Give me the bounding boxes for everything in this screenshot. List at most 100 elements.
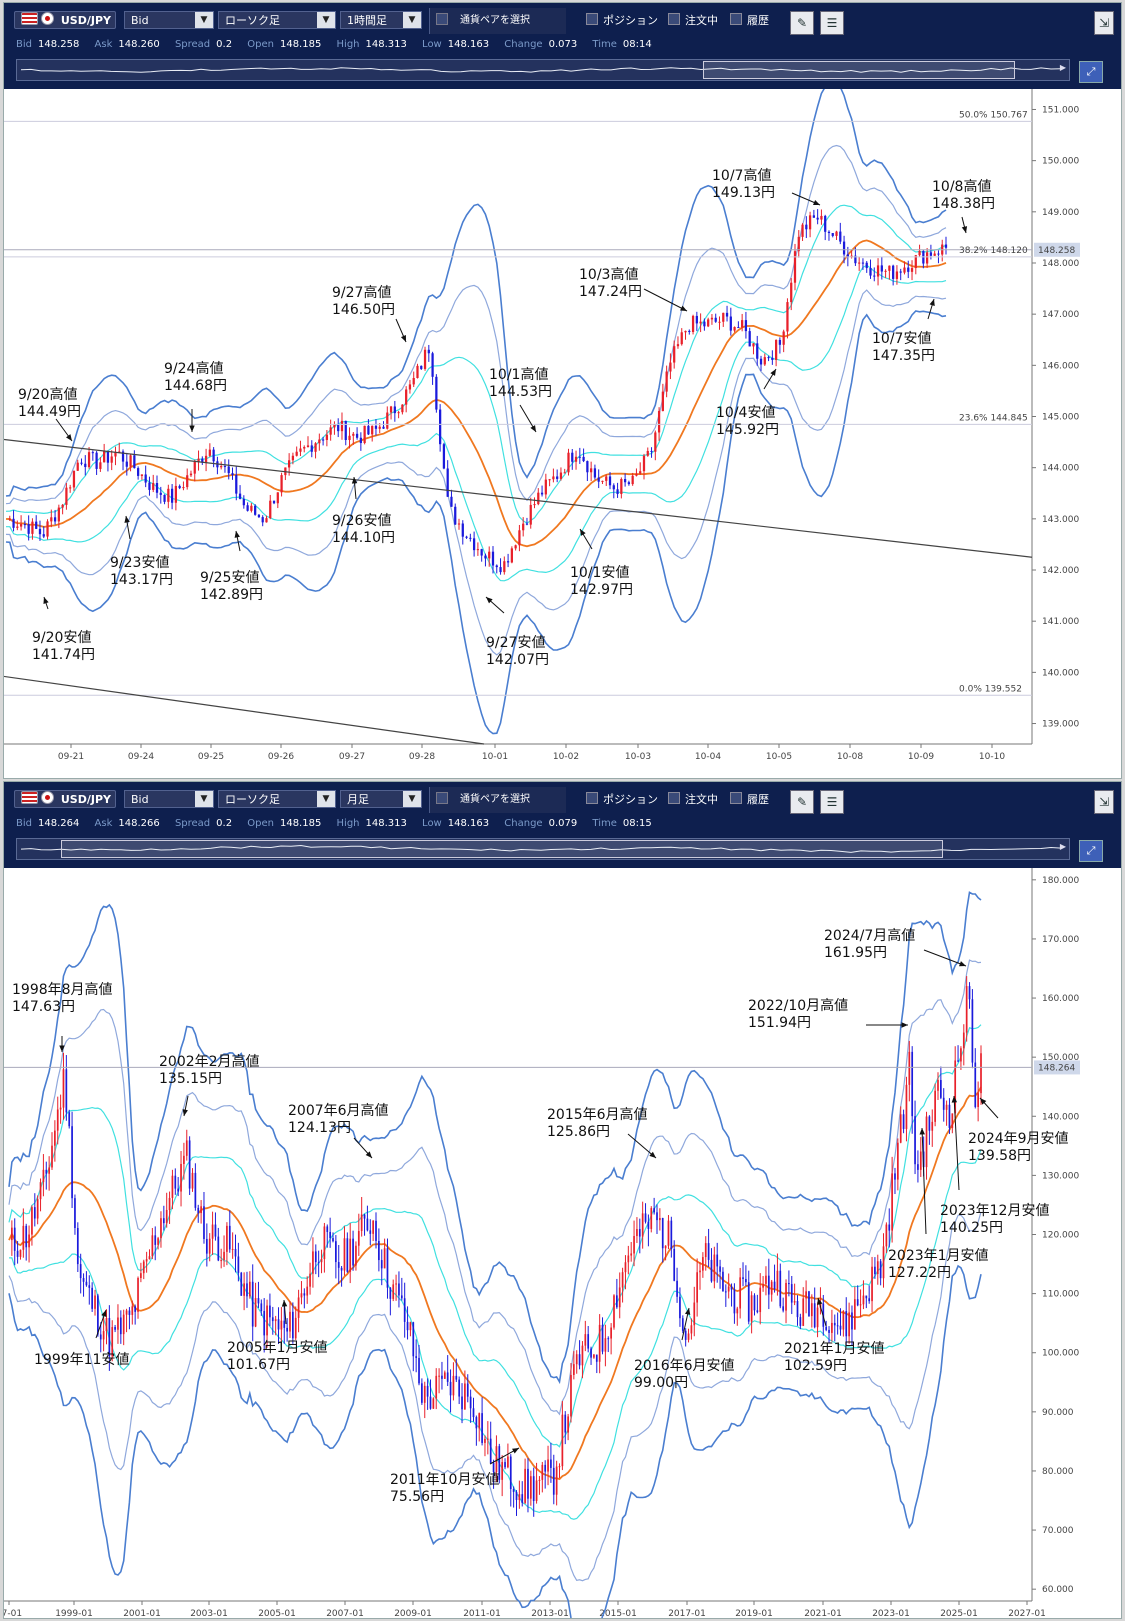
candle-body — [813, 1303, 816, 1328]
orders-toggle[interactable]: 注文中 — [668, 792, 718, 808]
timeframe-select[interactable]: 月足 ▼ — [340, 790, 422, 808]
scroll-right-icon[interactable]: ▶ — [1059, 63, 1066, 72]
candle-body — [541, 1464, 544, 1480]
candle-body — [646, 450, 649, 456]
chevron-down-icon: ▼ — [317, 791, 335, 807]
candle-body — [846, 254, 849, 258]
expand-icon[interactable]: ⤢ — [1079, 840, 1103, 862]
orders-toggle[interactable]: 注文中 — [668, 13, 718, 29]
y-tick-label: 90.000 — [1042, 1408, 1074, 1418]
candle-body — [277, 1319, 280, 1330]
expand-icon[interactable]: ⤢ — [1079, 61, 1103, 83]
candle-body — [713, 1254, 716, 1282]
annotation-arrowhead — [649, 1151, 656, 1158]
candle-body — [908, 1051, 911, 1085]
chart-navigator[interactable]: ▶ — [16, 59, 1070, 81]
candle-body — [254, 1298, 257, 1327]
currency-pair-selector[interactable]: USD/JPY — [14, 11, 116, 29]
navigator-range-handle[interactable] — [703, 61, 1015, 79]
candle-body — [524, 1468, 526, 1503]
candle-body — [816, 217, 819, 220]
candle-body — [431, 353, 434, 377]
candle-body — [357, 1231, 360, 1246]
candle-body — [386, 1248, 389, 1288]
candle-body — [162, 1218, 165, 1224]
currency-pair-selector[interactable]: USD/JPY — [14, 790, 116, 808]
candle-body — [251, 1281, 254, 1327]
navigator-range-handle[interactable] — [61, 840, 943, 858]
annotation-text: 140.25円 — [940, 1220, 1003, 1236]
candle-body — [446, 468, 449, 497]
timeframe-select[interactable]: 1時間足 ▼ — [340, 11, 422, 29]
candle-body — [888, 1224, 891, 1231]
candle-body — [752, 343, 755, 347]
drawing-tool-icon[interactable]: ✎ — [790, 11, 814, 35]
x-tick-label: 09-28 — [409, 752, 435, 762]
hourly-candlestick-chart[interactable]: 151.000 150.000 149.000 148.000 147.000 146.0… — [4, 89, 1121, 778]
history-toggle[interactable]: 履歴 — [730, 792, 769, 808]
candle-body — [879, 1261, 882, 1279]
chart-type-select[interactable]: ローソク足 ▼ — [218, 11, 336, 29]
candle-body — [435, 1375, 438, 1399]
candle-body — [937, 253, 940, 255]
candle-body — [673, 1248, 676, 1281]
candle-body — [736, 1308, 739, 1314]
current-price-tag — [1034, 242, 1080, 257]
candle-body — [547, 1459, 549, 1472]
indicator-menu-icon[interactable]: ☰ — [820, 11, 844, 35]
candle-body — [605, 476, 608, 481]
annotation-arrowhead — [234, 531, 240, 538]
candle-body — [836, 1325, 839, 1327]
position-toggle[interactable]: ポジション — [586, 13, 658, 29]
candle-body — [684, 330, 687, 333]
candle-body — [378, 426, 381, 429]
bollinger-band-1sd-lower — [6, 264, 947, 582]
chart-type-select[interactable]: ローソク足 ▼ — [218, 790, 336, 808]
annotation-arrowhead — [189, 425, 195, 432]
pair-label: USD/JPY — [60, 793, 111, 806]
select-pair-button[interactable]: 通貨ペアを選択 — [429, 8, 566, 34]
candle-body — [504, 1462, 506, 1468]
candle-body — [748, 331, 751, 347]
candle-body — [597, 477, 600, 482]
drawing-tool-icon[interactable]: ✎ — [790, 790, 814, 814]
candle-body — [299, 448, 302, 452]
orders-label: 注文中 — [685, 793, 718, 806]
scroll-right-icon[interactable]: ▶ — [1059, 842, 1066, 851]
history-toggle[interactable]: 履歴 — [730, 13, 769, 29]
candle-body — [667, 1220, 670, 1246]
select-pair-button[interactable]: 通貨ペアを選択 — [429, 787, 566, 813]
timeframe-value: 月足 — [347, 793, 369, 806]
high-value: 148.313 — [365, 818, 407, 829]
annotation-text: 142.07円 — [486, 652, 549, 668]
candle-body — [71, 1126, 73, 1199]
candle-body — [514, 545, 517, 549]
candle-body — [848, 1312, 850, 1337]
price-type-select[interactable]: Bid ▼ — [124, 790, 214, 808]
candle-body — [750, 1295, 753, 1322]
candle-body — [940, 1080, 942, 1098]
candle-body — [403, 1298, 406, 1322]
candle-body — [289, 1311, 291, 1332]
candle-body — [133, 455, 136, 469]
position-toggle[interactable]: ポジション — [586, 792, 658, 808]
monthly-candlestick-chart[interactable]: 180.000 170.000 160.000 150.000 140.000 130.0… — [4, 868, 1121, 1618]
candle-body — [35, 521, 38, 529]
candle-body — [812, 215, 815, 218]
candle-body — [329, 427, 332, 435]
candle-body — [537, 492, 540, 505]
indicator-menu-icon[interactable]: ☰ — [820, 790, 844, 814]
candle-body — [129, 455, 132, 467]
collapse-icon[interactable]: ⇲ — [1094, 790, 1114, 814]
annotation-text: 9/20高値 — [18, 386, 77, 403]
annotation-text: 2005年1月安値 — [227, 1340, 328, 1356]
chart-navigator[interactable]: ▶ — [16, 838, 1070, 860]
price-type-select[interactable]: Bid ▼ — [124, 11, 214, 29]
collapse-icon[interactable]: ⇲ — [1094, 11, 1114, 35]
candle-body — [117, 1317, 119, 1330]
candle-body — [762, 1283, 764, 1288]
candle-body — [793, 1301, 796, 1303]
candle-body — [61, 504, 64, 508]
